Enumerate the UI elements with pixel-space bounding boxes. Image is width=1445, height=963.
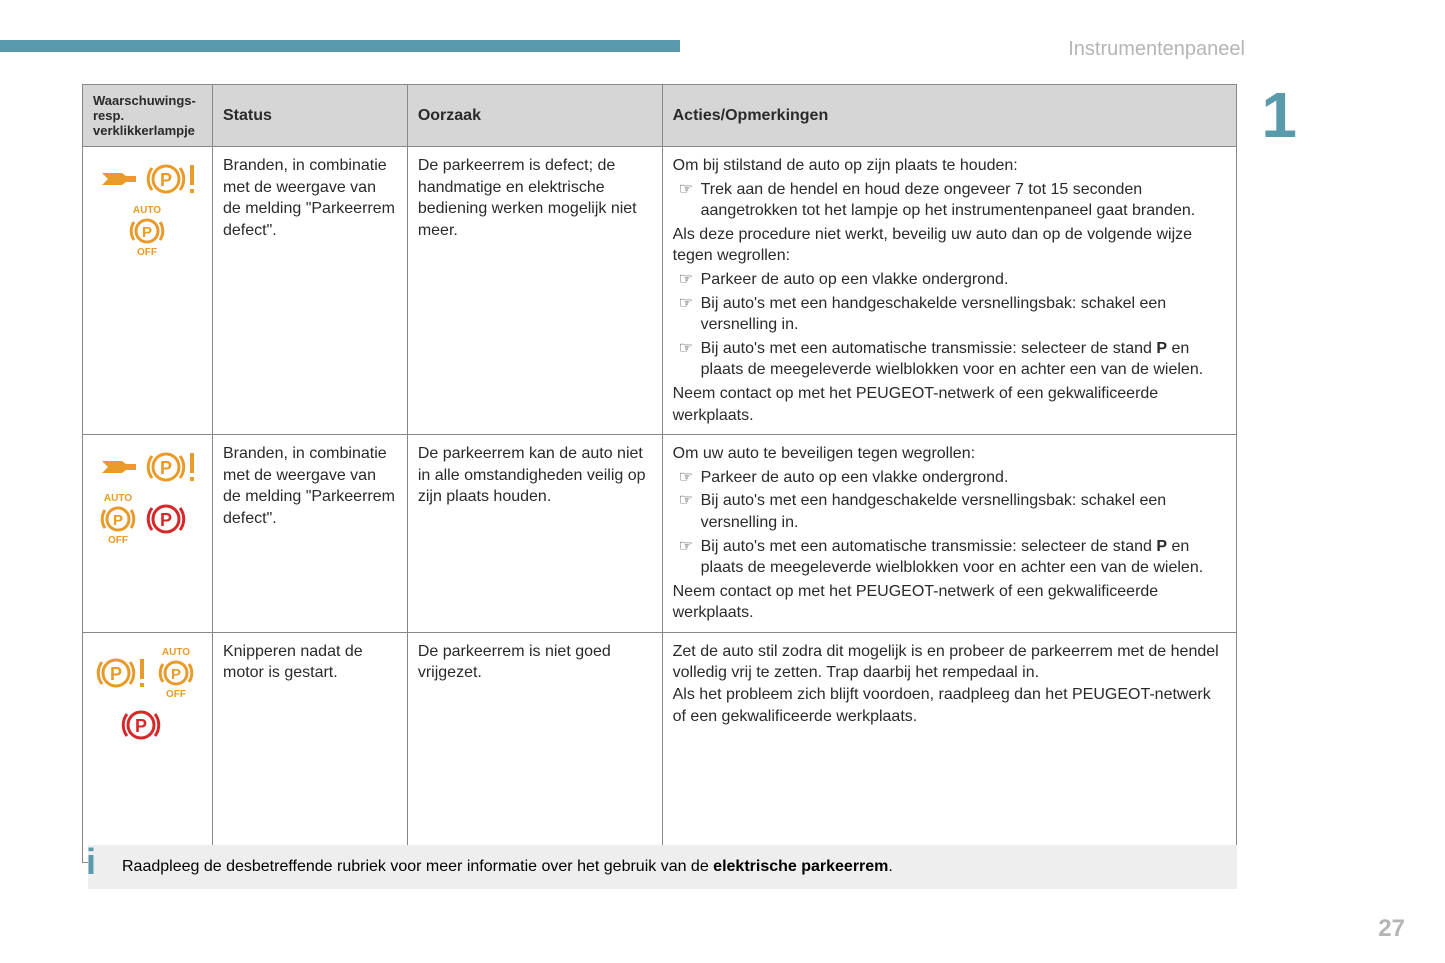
chapter-number: 1 <box>1261 78 1297 152</box>
cause-cell: De parkeerrem is niet goed vrijgezet. <box>407 632 662 862</box>
actions-cell: Zet de auto stil zodra dit mogelijk is e… <box>662 632 1236 862</box>
auto-p-off-icon: AUTO P OFF <box>125 203 169 259</box>
wrench-icon <box>96 169 140 189</box>
status-cell: Branden, in combinatie met de weergave v… <box>212 435 407 633</box>
header-bar <box>0 40 680 52</box>
status-cell: Knipperen nadat de motor is gestart. <box>212 632 407 862</box>
lamp-icon-cell: P AUTO P OFF P <box>83 435 213 633</box>
svg-text:P: P <box>160 458 172 478</box>
parking-red-icon: P <box>121 705 173 745</box>
svg-text:AUTO: AUTO <box>104 493 132 504</box>
status-cell: Branden, in combinatie met de weergave v… <box>212 147 407 435</box>
header-col-cause: Oorzaak <box>407 85 662 147</box>
lamp-icon-cell: P AUTO P OFF <box>83 147 213 435</box>
actions-cell: Om bij stilstand de auto op zijn plaats … <box>662 147 1236 435</box>
svg-text:OFF: OFF <box>166 689 186 700</box>
svg-text:AUTO: AUTO <box>162 647 190 658</box>
parking-excl-icon: P <box>96 653 148 693</box>
svg-text:P: P <box>171 666 181 683</box>
parking-excl-icon: P <box>146 447 198 487</box>
auto-p-off-icon: AUTO P OFF <box>96 491 140 547</box>
svg-text:P: P <box>160 170 172 190</box>
table-header-row: Waarschuwings- resp. verklikkerlampje St… <box>83 85 1237 147</box>
parking-excl-icon: P <box>146 159 198 199</box>
table-body: P AUTO P OFF Branden, in combinatie met … <box>83 147 1237 863</box>
svg-text:P: P <box>135 716 147 736</box>
svg-text:P: P <box>113 512 123 529</box>
header-col-status: Status <box>212 85 407 147</box>
header-col-lamp: Waarschuwings- resp. verklikkerlampje <box>83 85 213 147</box>
table-row: P AUTO P OFF P Branden, in combinatie me… <box>83 435 1237 633</box>
section-title: Instrumentenpaneel <box>1068 38 1245 61</box>
svg-text:P: P <box>142 224 152 241</box>
lamp-icon-cell: P AUTO P OFF P <box>83 632 213 862</box>
header-col-actions: Acties/Opmerkingen <box>662 85 1236 147</box>
svg-text:OFF: OFF <box>137 247 157 258</box>
svg-text:P: P <box>160 510 172 530</box>
table-row: P AUTO P OFF P Knipperen nadat de motor … <box>83 632 1237 862</box>
svg-text:AUTO: AUTO <box>133 205 161 216</box>
wrench-icon <box>96 457 140 477</box>
cause-cell: De parkeerrem kan de auto niet in alle o… <box>407 435 662 633</box>
actions-cell: Om uw auto te beveiligen tegen wegrollen… <box>662 435 1236 633</box>
warning-lamp-table: Waarschuwings- resp. verklikkerlampje St… <box>82 84 1237 863</box>
info-note-box: i Raadpleeg de desbetreffende rubriek vo… <box>88 845 1237 889</box>
cause-cell: De parkeerrem is defect; de handmatige e… <box>407 147 662 435</box>
page-number: 27 <box>1378 915 1405 943</box>
table-row: P AUTO P OFF Branden, in combinatie met … <box>83 147 1237 435</box>
svg-text:P: P <box>110 664 122 684</box>
info-icon: i <box>86 841 96 883</box>
parking-red-icon: P <box>146 499 198 539</box>
info-note-text: Raadpleeg de desbetreffende rubriek voor… <box>98 858 893 876</box>
svg-text:OFF: OFF <box>108 535 128 546</box>
auto-p-off-icon: AUTO P OFF <box>154 645 198 701</box>
